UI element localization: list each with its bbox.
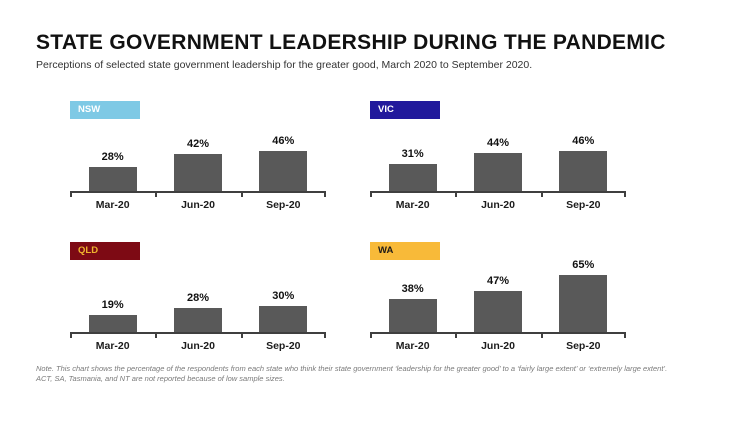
bar-value-label: 65% — [572, 259, 595, 271]
bar-nsw-jun-20 — [173, 154, 222, 191]
x-axis-tick — [155, 193, 158, 197]
bar-vic-mar-20 — [388, 164, 437, 191]
footnote: Note. This chart shows the percentage of… — [36, 364, 668, 384]
x-axis-tick — [624, 193, 626, 197]
bar-wa-mar-20 — [388, 299, 437, 332]
category-label: Jun-20 — [181, 340, 215, 352]
category-label: Jun-20 — [481, 340, 515, 352]
bar-value-label: 46% — [572, 135, 595, 147]
x-axis-labels: Mar-20 Jun-20 Sep-20 — [370, 336, 626, 352]
state-tag-vic: VIC — [370, 101, 440, 119]
category-label: Jun-20 — [481, 199, 515, 211]
x-axis-tick — [70, 334, 72, 338]
plot-area: 31% 44% 46% — [370, 119, 626, 197]
x-axis-tick — [540, 193, 543, 197]
x-axis-tick — [370, 334, 372, 338]
bar-qld-jun-20 — [173, 308, 222, 332]
bar-group: 28% — [70, 119, 155, 191]
x-axis-tick — [370, 193, 372, 197]
x-axis-labels: Mar-20 Jun-20 Sep-20 — [370, 195, 626, 211]
plot-area: 38% 47% 65% — [370, 259, 626, 338]
state-tag-qld: QLD — [70, 242, 140, 260]
category-label: Mar-20 — [395, 199, 430, 211]
bar-group: 19% — [70, 260, 155, 332]
x-axis-tick — [324, 193, 326, 197]
charts-grid: NSW 28% 42% 46% Mar-20 Jun-20 Sep-20 VIC 31%… — [70, 101, 626, 353]
category-label: Sep-20 — [566, 340, 601, 352]
bar-group: 46% — [241, 119, 326, 191]
bar-value-label: 47% — [486, 275, 509, 287]
bar-vic-jun-20 — [473, 153, 522, 191]
category-label: Mar-20 — [95, 340, 130, 352]
chart-panel-vic: VIC 31% 44% 46% Mar-20 Jun-20 Sep-20 — [370, 101, 626, 212]
bar-group: 31% — [370, 119, 455, 191]
x-axis-tick — [455, 193, 458, 197]
bar-group: 30% — [241, 260, 326, 332]
category-label: Jun-20 — [181, 199, 215, 211]
category-label: Mar-20 — [395, 340, 430, 352]
bar-group: 38% — [370, 260, 455, 332]
bar-group: 42% — [155, 119, 240, 191]
bar-nsw-mar-20 — [88, 167, 137, 191]
state-tag-nsw: NSW — [70, 101, 140, 119]
page-title: STATE GOVERNMENT LEADERSHIP DURING THE P… — [36, 31, 666, 54]
chart-panel-wa: WA 38% 47% 65% Mar-20 Jun-20 Sep-20 — [370, 242, 626, 353]
bar-qld-sep-20 — [259, 306, 308, 332]
category-label: Sep-20 — [266, 199, 301, 211]
bar-value-label: 46% — [272, 135, 295, 147]
x-axis-tick — [624, 334, 626, 338]
x-axis-tick — [455, 334, 458, 338]
bar-value-label: 30% — [272, 290, 295, 302]
x-axis-tick — [240, 334, 243, 338]
x-axis-tick — [155, 334, 158, 338]
bar-value-label: 28% — [101, 151, 124, 163]
state-tag-wa: WA — [370, 242, 440, 260]
bar-wa-jun-20 — [473, 291, 522, 332]
bar-group: 65% — [541, 259, 626, 332]
chart-panel-qld: QLD 19% 28% 30% Mar-20 Jun-20 Sep-20 — [70, 242, 326, 353]
plot-area: 19% 28% 30% — [70, 260, 326, 338]
x-axis-labels: Mar-20 Jun-20 Sep-20 — [70, 336, 326, 352]
bar-group: 47% — [455, 260, 540, 332]
bar-value-label: 19% — [101, 299, 124, 311]
category-label: Mar-20 — [95, 199, 130, 211]
x-axis-tick — [324, 334, 326, 338]
x-axis-tick — [240, 193, 243, 197]
page-subtitle: Perceptions of selected state government… — [36, 59, 533, 71]
category-label: Sep-20 — [266, 340, 301, 352]
bar-value-label: 42% — [186, 138, 209, 150]
x-axis-tick — [70, 193, 72, 197]
bar-group: 46% — [541, 119, 626, 191]
plot-area: 28% 42% 46% — [70, 119, 326, 197]
bar-value-label: 44% — [486, 137, 509, 149]
bar-vic-sep-20 — [559, 151, 608, 191]
bar-group: 28% — [155, 260, 240, 332]
chart-panel-nsw: NSW 28% 42% 46% Mar-20 Jun-20 Sep-20 — [70, 101, 326, 212]
bar-qld-mar-20 — [88, 315, 137, 332]
bar-value-label: 28% — [186, 292, 209, 304]
x-axis-tick — [540, 334, 543, 338]
bar-value-label: 31% — [401, 148, 424, 160]
bar-wa-sep-20 — [559, 275, 608, 332]
bar-value-label: 38% — [401, 283, 424, 295]
x-axis-labels: Mar-20 Jun-20 Sep-20 — [70, 195, 326, 211]
category-label: Sep-20 — [566, 199, 601, 211]
bar-group: 44% — [455, 119, 540, 191]
bar-nsw-sep-20 — [259, 151, 308, 191]
